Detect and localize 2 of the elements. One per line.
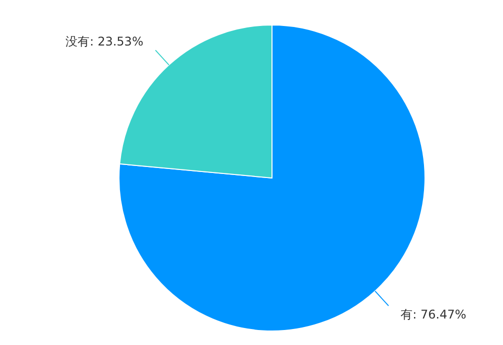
slice-label: 有: 76.47% xyxy=(400,308,466,322)
slice-label: 没有: 23.53% xyxy=(66,34,144,48)
